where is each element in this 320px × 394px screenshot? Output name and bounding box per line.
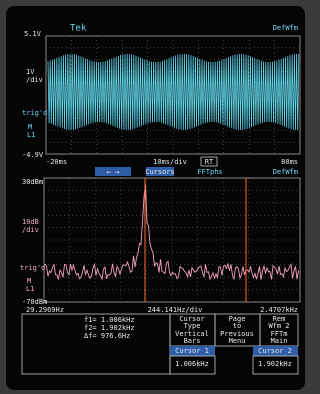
brand: Tek xyxy=(70,24,87,34)
db-scale-unit: /div xyxy=(22,226,39,234)
scope-screen: Tek DefWfm 5.1V 1V /div trig'd M L1 -4.9… xyxy=(0,0,311,394)
trigger: trig'd xyxy=(20,264,45,272)
freq-start: 29.2969Hz xyxy=(26,306,64,314)
mode: L1 xyxy=(27,131,35,139)
cursor-value: 1.902kHz xyxy=(258,360,292,368)
cursor-value: 1.006kHz xyxy=(175,360,209,368)
db-bottom: -70dBm xyxy=(22,298,47,306)
time-scale: 10ms/div xyxy=(153,158,187,166)
db-scale: 10dB xyxy=(22,218,39,226)
arrows[interactable]: ← → xyxy=(107,168,120,176)
waveform-label: DefWfm xyxy=(273,24,298,32)
menu-value[interactable]: Bars xyxy=(184,337,201,345)
menu-label[interactable]: Type xyxy=(184,322,201,330)
readout-line: Δf= 976.6Hz xyxy=(84,332,130,340)
v-scale-unit: /div xyxy=(26,76,43,84)
time-end: 80ms xyxy=(281,158,298,166)
readout-line: f1= 1.006kHz xyxy=(84,316,135,324)
v-scale: 1V xyxy=(26,68,35,76)
mode: M xyxy=(28,123,32,131)
db-top: 30dBm xyxy=(22,178,43,186)
freq-scale: 244.141Hz/div xyxy=(148,306,203,314)
cursor-label[interactable]: Cursor 1 xyxy=(175,347,209,355)
menu-label[interactable]: Wfm 2 xyxy=(268,322,289,330)
trigger: trig'd xyxy=(22,109,47,117)
source: FFTphs xyxy=(197,168,222,176)
cursors-tab[interactable]: Cursors xyxy=(145,168,175,176)
waveform-label: DefWfm xyxy=(273,168,298,176)
time-start: -20ms xyxy=(46,158,67,166)
menu-label[interactable]: to xyxy=(233,322,241,330)
readout-line: f2= 1.902kHz xyxy=(84,324,135,332)
v-bottom: -4.9V xyxy=(22,151,44,159)
v-top: 5.1V xyxy=(24,30,42,38)
freq-end: 2.4707kHz xyxy=(260,306,298,314)
mode: L1 xyxy=(26,285,34,293)
acq-mode: RT xyxy=(205,158,214,166)
menu-label[interactable]: Menu xyxy=(229,337,246,345)
menu-label[interactable]: Main xyxy=(271,337,288,345)
cursor-label[interactable]: Cursor 2 xyxy=(258,347,292,355)
mode: M xyxy=(27,277,31,285)
